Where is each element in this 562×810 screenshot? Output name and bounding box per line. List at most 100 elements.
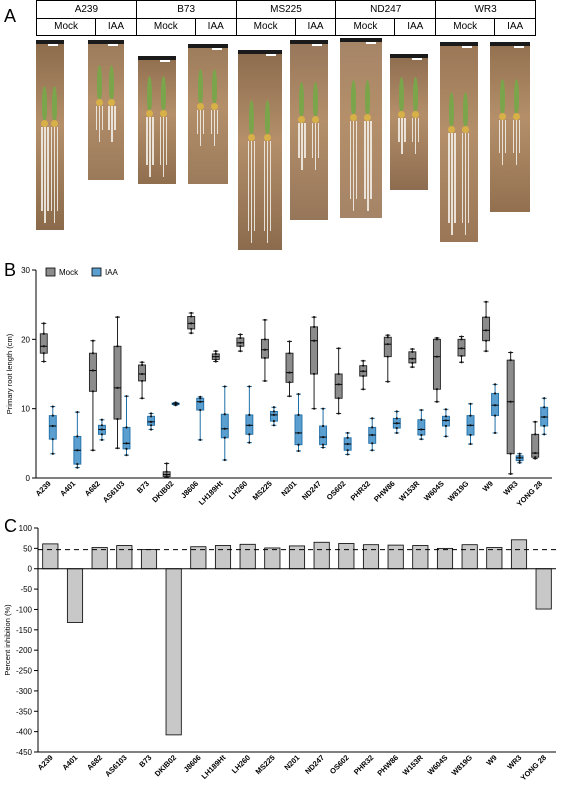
data-point [91,390,95,393]
root-strand [197,110,199,134]
photo-top-band [36,40,64,44]
data-point [346,453,349,456]
data-point [91,449,95,452]
data-point [534,433,537,436]
data-point [534,420,537,423]
bar [66,568,84,623]
x-tick-label: PHR32 [352,753,375,776]
photo-top-band [88,40,124,44]
data-point [395,431,398,435]
data-point [125,447,128,450]
root-strand [95,106,98,130]
shoot-leaf [52,86,58,120]
data-point [239,341,242,344]
seed [411,111,419,118]
y-tick-label: 20 [21,335,30,344]
root-strand [417,118,419,142]
data-point [214,355,217,358]
root-strand [364,121,366,199]
seedling-photo [138,56,176,184]
data-point [460,361,463,364]
box [334,373,343,399]
data-point [214,360,217,363]
data-point [321,435,325,439]
data-point [76,435,79,438]
box [310,326,319,375]
data-point [337,372,340,376]
data-point [337,347,340,350]
bar [264,547,281,570]
legend-swatch [91,267,102,277]
treatment-header-mock: Mock [435,17,496,36]
data-point [140,361,144,364]
data-point [174,401,177,404]
x-tick-label: WR3 [501,479,519,497]
root-strand [200,110,202,146]
data-point [484,339,488,342]
data-point [288,381,291,384]
root-strand [370,121,372,199]
data-point [371,433,374,437]
bar [510,539,528,570]
data-point [100,418,104,421]
data-point [125,454,128,457]
x-tick-label: N201 [279,479,298,498]
data-point [149,424,153,427]
shoot-leaf [109,65,115,99]
data-point [239,333,242,336]
data-point [125,395,128,398]
shoot-leaf [249,100,255,134]
data-point [411,347,414,351]
data-point [371,417,374,420]
box [482,316,491,342]
data-point [272,424,276,427]
x-tick-label: LH189Ht [197,479,225,507]
photo-top-band [440,42,478,46]
data-point [543,424,546,428]
y-tick-label: 100 [19,524,33,533]
shoot-leaf [365,80,371,114]
data-point [116,417,119,421]
data-point [116,386,119,389]
data-point [51,414,54,417]
x-tick-label: B73 [135,479,151,495]
data-point [239,345,242,348]
panel-a-label: A [4,6,17,26]
seed [398,111,406,118]
x-tick-label: LH260 [227,479,249,501]
data-point [312,339,316,342]
data-point [386,355,389,358]
data-point [263,356,267,360]
root-strand [101,106,104,130]
x-tick-label: W9 [481,479,495,493]
data-point [435,388,439,391]
data-point [395,410,398,413]
treatment-header-mock: Mock [135,17,196,36]
root-strand [251,141,253,243]
data-point [288,340,291,343]
data-point [386,334,389,337]
data-point [395,426,398,430]
data-point [263,338,267,341]
seed [513,113,520,120]
x-tick-label: A401 [60,753,79,772]
data-point [362,359,365,362]
seed [461,126,469,133]
root-strand [516,120,518,165]
panel-b-label: B [4,260,17,280]
scale-bar [266,54,276,56]
x-tick-label: LH189Ht [200,753,228,781]
x-tick-label: AS6103 [103,753,129,779]
data-point [509,359,512,362]
y-tick-label: -150 [16,626,33,635]
shoot-leaf [160,76,166,110]
data-point [165,475,168,478]
data-point [362,370,365,373]
y-tick-label: -250 [16,667,33,676]
data-point [420,418,423,421]
data-point [534,456,537,459]
y-tick-label: 50 [23,544,32,553]
data-point [239,336,242,340]
data-point [518,459,521,462]
data-point [100,428,104,431]
